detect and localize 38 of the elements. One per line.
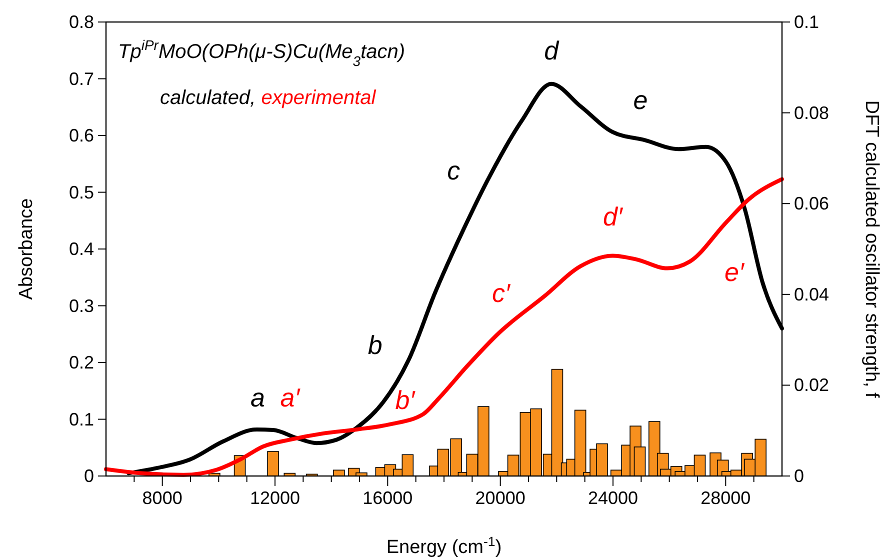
y-tick-label: 0.2 bbox=[68, 352, 94, 372]
annotation: c′ bbox=[492, 278, 511, 308]
y2-tick-label: 0.1 bbox=[794, 12, 820, 32]
y-tick-label: 0.1 bbox=[68, 409, 94, 430]
y-tick-label: 0.3 bbox=[68, 296, 94, 316]
annotation: d bbox=[544, 36, 560, 66]
y2-tick-label: 0.08 bbox=[794, 102, 830, 123]
annotation: c bbox=[447, 155, 460, 186]
annotation: e′ bbox=[724, 257, 746, 288]
y-tick-label: 0.8 bbox=[68, 12, 94, 32]
annotation: b bbox=[368, 330, 382, 360]
annotation: d′ bbox=[603, 202, 624, 232]
text: Tp$^{iPr}$MoO(OPh(μ-S)Cu(Me$_{3}$tacn) bbox=[118, 37, 406, 69]
x-tick-label: 8000 bbox=[142, 488, 182, 508]
y2-tick-label: 0.06 bbox=[794, 194, 830, 214]
y-axis-title: Absorbance bbox=[16, 198, 37, 300]
annotation: a bbox=[250, 382, 265, 412]
annotation: , bbox=[250, 87, 262, 109]
annotation: a′ bbox=[280, 382, 301, 413]
x-axis-title: Energy (cm$^{-1}$) bbox=[386, 534, 502, 558]
x-tick-label: 20000 bbox=[475, 488, 526, 508]
x-tick-label: 16000 bbox=[362, 488, 413, 508]
annotation: b′ bbox=[395, 385, 416, 416]
y2-axis-title: DFT calculated oscillator strength, f bbox=[861, 100, 882, 398]
y-tick-label: 0.4 bbox=[68, 239, 94, 259]
y-tick-label: 0.5 bbox=[68, 182, 94, 202]
text: calculated bbox=[160, 87, 251, 109]
y2-tick-label: 0 bbox=[794, 466, 804, 486]
y2-tick-label: 0.04 bbox=[794, 284, 830, 304]
y2-tick-label: 0.02 bbox=[794, 375, 830, 396]
y-tick-label: 0.6 bbox=[68, 126, 94, 146]
y-tick-label: 0.7 bbox=[68, 68, 94, 89]
y-tick-label: 0 bbox=[84, 466, 94, 486]
annotation: e bbox=[633, 84, 648, 115]
text: experimental bbox=[261, 87, 376, 109]
x-tick-label: 24000 bbox=[588, 488, 638, 508]
x-tick-label: 12000 bbox=[250, 488, 300, 508]
x-tick-label: 28000 bbox=[700, 488, 751, 508]
